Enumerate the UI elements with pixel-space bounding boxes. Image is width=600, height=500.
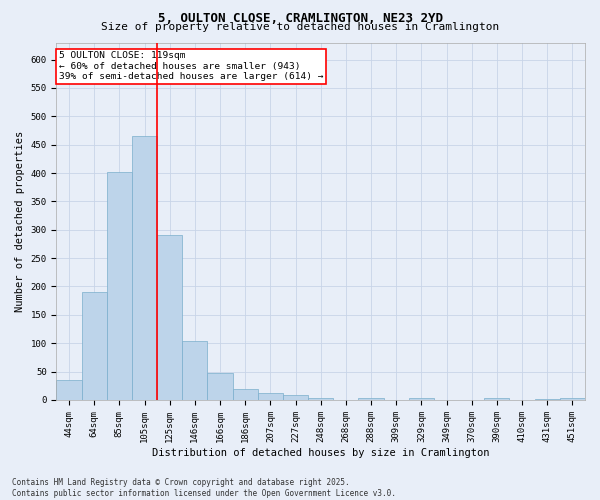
Bar <box>258 392 283 400</box>
Text: Contains HM Land Registry data © Crown copyright and database right 2025.
Contai: Contains HM Land Registry data © Crown c… <box>12 478 396 498</box>
Bar <box>484 398 509 400</box>
Text: 5 OULTON CLOSE: 119sqm
← 60% of detached houses are smaller (943)
39% of semi-de: 5 OULTON CLOSE: 119sqm ← 60% of detached… <box>59 52 323 81</box>
Y-axis label: Number of detached properties: Number of detached properties <box>15 130 25 312</box>
Bar <box>82 292 107 400</box>
Bar <box>358 398 383 400</box>
Bar <box>535 399 560 400</box>
Bar <box>283 396 308 400</box>
Bar <box>107 172 132 400</box>
Text: 5, OULTON CLOSE, CRAMLINGTON, NE23 2YD: 5, OULTON CLOSE, CRAMLINGTON, NE23 2YD <box>157 12 443 26</box>
Bar <box>233 388 258 400</box>
Bar <box>157 235 182 400</box>
X-axis label: Distribution of detached houses by size in Cramlington: Distribution of detached houses by size … <box>152 448 490 458</box>
Text: Size of property relative to detached houses in Cramlington: Size of property relative to detached ho… <box>101 22 499 32</box>
Bar <box>208 372 233 400</box>
Bar <box>132 136 157 400</box>
Bar <box>308 398 333 400</box>
Bar <box>409 398 434 400</box>
Bar <box>182 341 208 400</box>
Bar <box>56 380 82 400</box>
Bar <box>560 398 585 400</box>
